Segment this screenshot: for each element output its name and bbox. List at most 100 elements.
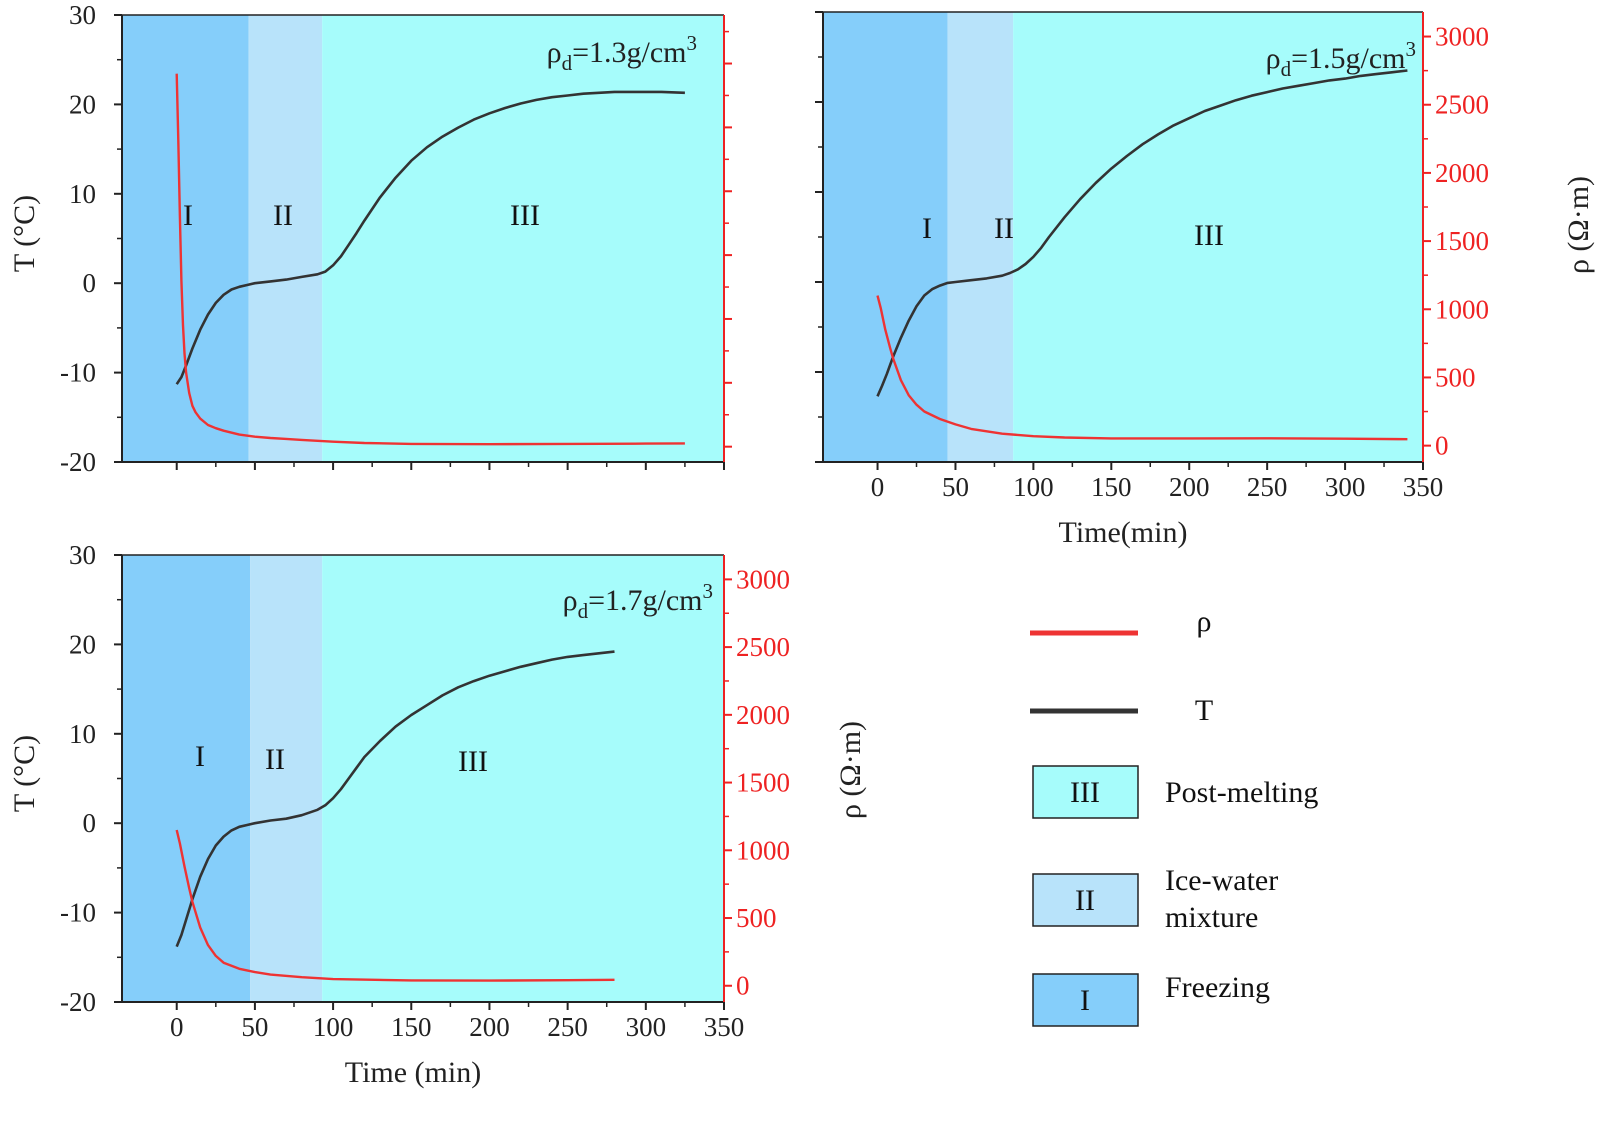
x-tick-label: 300 (1325, 472, 1366, 502)
zone-label-II: II (265, 743, 285, 776)
density-title: ρd=1.7g/cm3 (563, 579, 713, 623)
legend-item: T (1030, 694, 1213, 727)
zone-label-III: III (458, 745, 488, 778)
density-title-part: d (578, 599, 589, 623)
y-right-tick-label: 1500 (1435, 226, 1489, 256)
y-right-tick-label: 0 (1435, 431, 1449, 461)
x-axis-title: Time(min) (1059, 516, 1188, 549)
density-title-part: ρ (563, 584, 578, 617)
x-tick-label: 50 (241, 1012, 268, 1042)
legend-label: mixture (1165, 901, 1258, 934)
legend-label: ρ (1197, 605, 1212, 638)
zone-I-band (122, 15, 249, 462)
zone-label-II: II (273, 199, 293, 232)
zone-I-band (122, 555, 251, 1002)
resistivity-series-line (876, 295, 1408, 441)
zone-II-band (248, 15, 323, 462)
y-left-tick-label: 0 (83, 808, 97, 838)
x-tick-label: 0 (170, 1012, 184, 1042)
legend-item: ρ (1030, 605, 1211, 638)
zone-III-band (1013, 12, 1423, 462)
zone-II-band (947, 12, 1014, 462)
density-title-part: 3 (703, 579, 714, 603)
x-tick-label: 250 (547, 1012, 588, 1042)
legend-box-swatch (1032, 973, 1139, 1027)
density-title-part: ρ (1266, 42, 1281, 75)
density-title-part: 3 (1406, 37, 1417, 61)
zone-label-I: I (195, 740, 205, 773)
legend: ρ T III Post-melting II Ice-water mixture I Free… (1030, 605, 1318, 1027)
zone-label-I: I (922, 212, 932, 245)
x-tick-label: 100 (1013, 472, 1054, 502)
legend-item: II Ice-water mixture (1032, 864, 1278, 934)
y-right-tick-label: 0 (736, 971, 750, 1001)
legend-label: Freezing (1165, 971, 1270, 1004)
x-tick-label: 150 (391, 1012, 432, 1042)
chart-panel-c: 0 50 100 150 200 250 300 3503020100-10-20050010… (8, 540, 867, 1089)
y-left-tick-label: 0 (83, 268, 97, 298)
density-title-part: =1.3g/cm (572, 36, 686, 69)
x-tick-label: 100 (313, 1012, 354, 1042)
zone-label-II: II (994, 212, 1014, 245)
legend-item: I Freezing (1032, 971, 1270, 1027)
y-right-tick-label: 500 (736, 903, 777, 933)
zone-I-band (823, 12, 948, 462)
density-title: ρd=1.5g/cm3 (1266, 37, 1416, 81)
y-right-tick-label: 1000 (1435, 294, 1489, 324)
zone-III-band (322, 15, 724, 462)
y-right-tick-label: 3000 (1435, 22, 1489, 52)
x-tick-label: 200 (1169, 472, 1210, 502)
density-title-part: =1.7g/cm (588, 584, 702, 617)
resistivity-series-line (175, 829, 615, 982)
y-left-axis-title: T (°C) (8, 735, 41, 812)
zone-label-I: I (183, 199, 193, 232)
y-left-tick-label: -20 (60, 447, 96, 477)
x-tick-label: 300 (626, 1012, 667, 1042)
y-right-tick-label: 3000 (736, 564, 790, 594)
y-left-tick-label: 20 (69, 89, 96, 119)
x-tick-label: 150 (1091, 472, 1132, 502)
x-tick-label: 350 (704, 1012, 745, 1042)
x-tick-label: 0 (871, 472, 885, 502)
y-right-tick-label: 500 (1435, 362, 1476, 392)
y-right-axis-title: ρ (Ω·m) (1562, 176, 1595, 274)
y-left-tick-label: 10 (69, 719, 96, 749)
zone-II-band (250, 555, 323, 1002)
y-right-axis-title: ρ (Ω·m) (834, 721, 867, 819)
chart-panel-b: 0 50 100 150 200 250 300 350 0 500 1000 1500 2000 250… (815, 11, 1595, 549)
legend-box-label: III (1070, 776, 1100, 809)
x-axis-title: Time (min) (345, 1056, 481, 1089)
y-left-tick-label: 20 (69, 629, 96, 659)
zone-label-III: III (510, 199, 540, 232)
x-tick-label: 50 (942, 472, 969, 502)
resistivity-series-line (175, 73, 685, 446)
density-title: ρd=1.3g/cm3 (547, 31, 697, 75)
zone-label-III: III (1194, 219, 1224, 252)
y-left-tick-label: 10 (69, 179, 96, 209)
y-left-tick-label: 30 (69, 540, 96, 570)
zone-III-band (322, 555, 724, 1002)
density-title-part: d (1281, 57, 1292, 81)
legend-box-label: I (1080, 984, 1090, 1017)
legend-label: T (1195, 694, 1213, 727)
x-tick-label: 250 (1247, 472, 1288, 502)
density-title-part: ρ (547, 36, 562, 69)
density-title-part: =1.5g/cm (1291, 42, 1405, 75)
y-left-axis-title: T (°C) (8, 195, 41, 272)
density-title-part: d (562, 51, 573, 75)
temperature-series-line (175, 90, 685, 385)
y-left-tick-label: -10 (60, 898, 96, 928)
x-tick-label: 200 (469, 1012, 510, 1042)
y-right-tick-label: 2000 (1435, 158, 1489, 188)
x-tick-label: 350 (1403, 472, 1444, 502)
temperature-series-line (876, 69, 1408, 397)
y-left-tick-label: -20 (60, 987, 96, 1017)
legend-label: Ice-water (1165, 864, 1278, 897)
legend-box-swatch (1032, 765, 1139, 819)
legend-label: Post-melting (1165, 776, 1318, 809)
legend-item: III Post-melting (1032, 765, 1318, 819)
legend-box-swatch (1032, 873, 1139, 927)
